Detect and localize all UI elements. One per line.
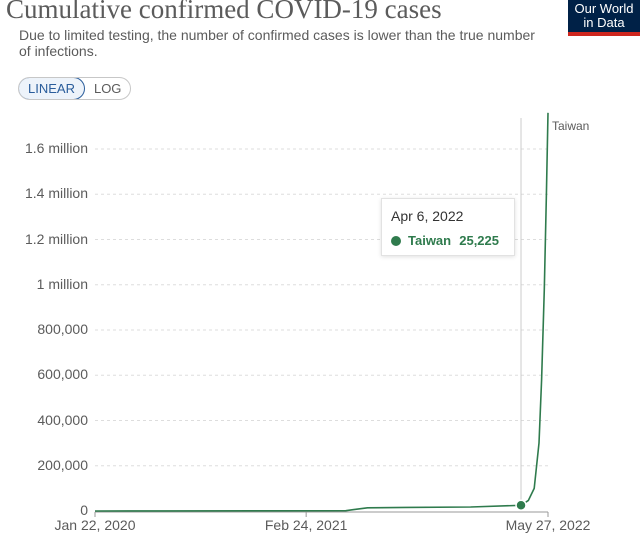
y-tick-label: 600,000	[37, 366, 88, 383]
chart-title: Cumulative confirmed COVID-19 cases	[6, 0, 442, 24]
tooltip-date: Apr 6, 2022	[391, 208, 464, 224]
owid-logo[interactable]: Our World in Data	[568, 0, 640, 36]
x-tick-label: May 27, 2022	[505, 517, 591, 533]
linear-scale-button[interactable]: LINEAR	[19, 78, 85, 99]
y-tick-label: 1.4 million	[24, 185, 88, 202]
y-tick-label: 0	[80, 502, 88, 518]
series-dot-icon	[391, 235, 401, 246]
y-tick-label: 400,000	[37, 411, 88, 428]
tooltip-row: Taiwan 25,225	[391, 233, 505, 248]
chart-subtitle: Due to limited testing, the number of co…	[19, 27, 535, 59]
series-line-taiwan	[94, 112, 549, 512]
y-tick-label: 800,000	[37, 321, 88, 337]
y-tick-label: 1 million	[36, 275, 88, 292]
x-tick-label: Feb 24, 2021	[264, 517, 348, 533]
scale-toggle: LINEAR LOG	[18, 77, 132, 100]
highlight-point	[515, 499, 527, 512]
x-tick-label: Jan 22, 2020	[54, 517, 136, 533]
hover-tooltip: Apr 6, 2022 Taiwan 25,225	[381, 198, 515, 256]
y-tick-label: 1.2 million	[24, 230, 88, 247]
y-tick-label: 200,000	[37, 456, 88, 473]
tooltip-value: 25,225	[459, 233, 499, 248]
log-scale-button[interactable]: LOG	[93, 81, 122, 96]
logo-line-1: Our World	[574, 1, 634, 16]
y-tick-label: 1.6 million	[24, 140, 88, 156]
series-label-taiwan: Taiwan	[552, 119, 590, 133]
tooltip-country: Taiwan	[408, 233, 452, 248]
logo-line-2: in Data	[583, 15, 625, 30]
